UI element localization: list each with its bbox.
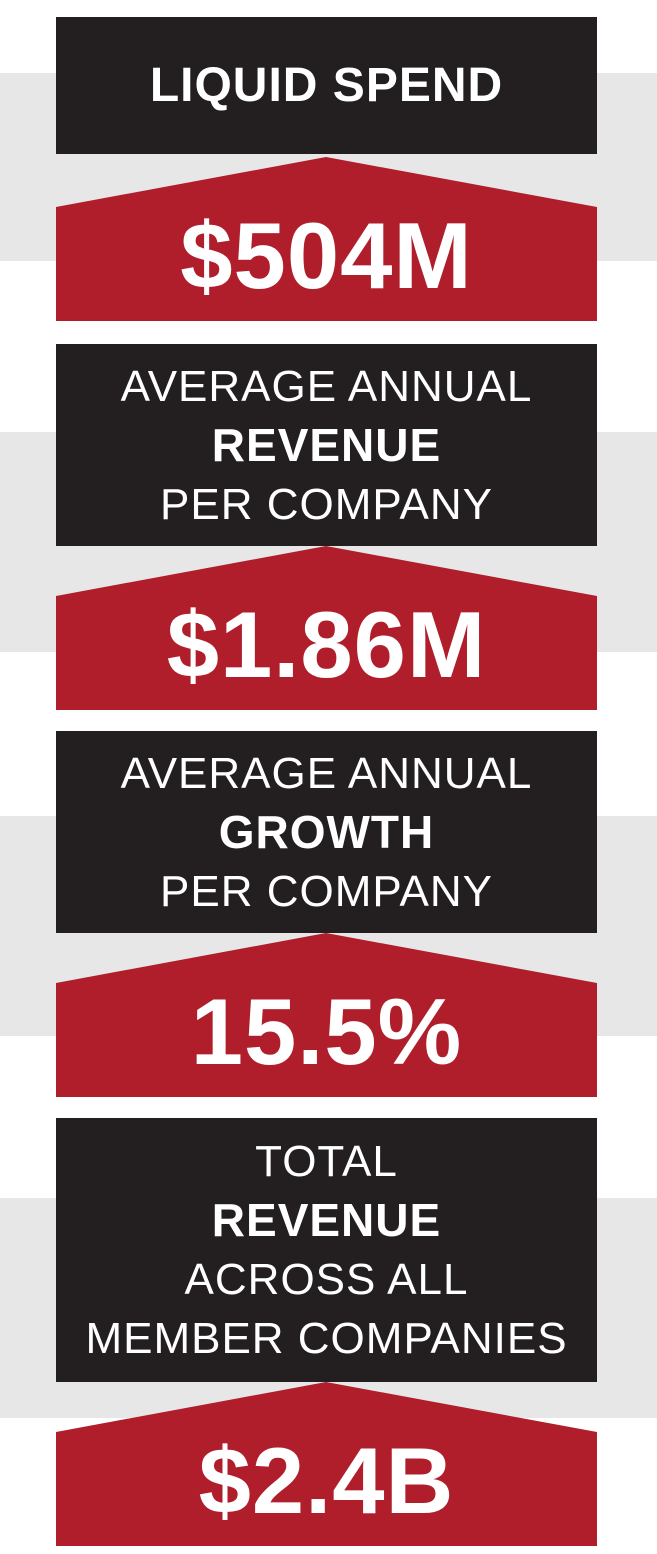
- house-arrow-shape: [56, 933, 597, 1097]
- avg-growth-line-1: AVERAGE ANNUAL: [120, 748, 533, 798]
- avg-revenue-line-1: AVERAGE ANNUAL: [120, 361, 533, 411]
- total-revenue-label-card: TOTAL REVENUE ACROSS ALL MEMBER COMPANIE…: [56, 1118, 597, 1382]
- liquid-spend-stat: $504M: [56, 157, 597, 321]
- liquid-spend-title: LIQUID SPEND: [149, 59, 504, 112]
- total-revenue-line-4: MEMBER COMPANIES: [85, 1314, 568, 1363]
- avg-revenue-line-3: PER COMPANY: [160, 479, 493, 529]
- total-revenue-stat: $2.4B: [56, 1382, 597, 1546]
- total-revenue-line-1: TOTAL: [255, 1137, 398, 1186]
- avg-revenue-stat: $1.86M: [56, 546, 597, 710]
- total-revenue-line-2: REVENUE: [211, 1194, 442, 1246]
- house-arrow-shape: [56, 546, 597, 710]
- liquid-spend-label-card: LIQUID SPEND: [56, 17, 597, 154]
- avg-revenue-label-card: AVERAGE ANNUAL REVENUE PER COMPANY: [56, 344, 597, 546]
- avg-revenue-line-2: REVENUE: [211, 418, 442, 471]
- total-revenue-line-3: ACROSS ALL: [184, 1255, 469, 1304]
- avg-growth-value: 15.5%: [190, 979, 463, 1084]
- house-arrow-shape: [56, 157, 597, 321]
- avg-revenue-value: $1.86M: [166, 592, 487, 697]
- avg-growth-label-card: AVERAGE ANNUAL GROWTH PER COMPANY: [56, 731, 597, 933]
- total-revenue-value: $2.4B: [198, 1428, 455, 1533]
- avg-growth-stat: 15.5%: [56, 933, 597, 1097]
- liquid-spend-value: $504M: [180, 203, 473, 308]
- avg-growth-line-2: GROWTH: [218, 805, 435, 858]
- house-arrow-shape: [56, 1382, 597, 1546]
- avg-growth-line-3: PER COMPANY: [160, 866, 493, 916]
